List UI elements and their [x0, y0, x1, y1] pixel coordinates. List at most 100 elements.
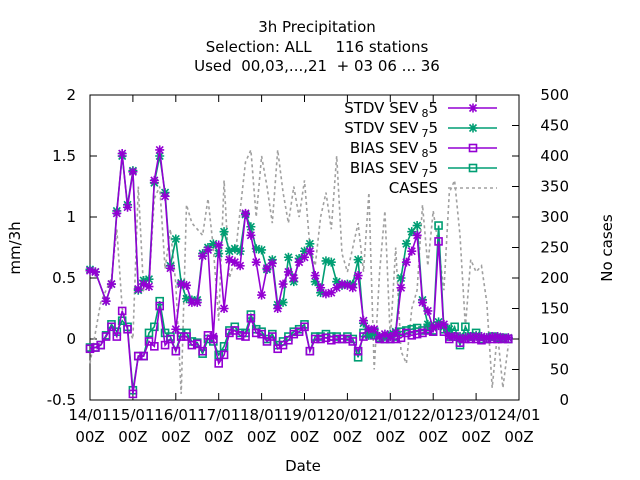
data-point: [337, 334, 347, 344]
data-point: [487, 332, 497, 342]
data-point: [444, 324, 454, 334]
data-point: [305, 346, 315, 356]
x-tick-label-date: 24/01: [497, 406, 540, 424]
legend-label: STDV SEV 85: [344, 99, 438, 120]
data-point: [267, 258, 277, 268]
data-point: [123, 202, 133, 212]
data-point: [155, 145, 165, 155]
data-point: [283, 252, 293, 262]
data-point: [101, 332, 111, 341]
x-tick-label-hour: 00Z: [333, 428, 362, 446]
x-axis-label: Date: [285, 457, 321, 475]
data-point: [133, 351, 143, 361]
data-point: [192, 339, 202, 349]
data-point: [155, 301, 165, 311]
data-point: [326, 288, 336, 298]
data-point: [396, 273, 406, 283]
x-tick-label-hour: 00Z: [419, 428, 448, 446]
data-point: [434, 321, 444, 331]
data-point: [251, 257, 261, 267]
data-point: [439, 319, 449, 329]
data-point: [471, 332, 481, 342]
data-point: [262, 337, 272, 346]
data-point: [187, 340, 197, 350]
data-point: [412, 329, 422, 339]
data-point: [219, 342, 229, 351]
data-point: [246, 230, 256, 240]
legend-text: STDV SEV: [344, 119, 419, 137]
data-point: [208, 239, 218, 249]
data-point: [160, 191, 170, 201]
data-point: [182, 332, 191, 341]
series-1: [85, 151, 513, 343]
legend-swatch-marker: [468, 123, 478, 133]
data-point: [455, 333, 465, 343]
data-point: [251, 244, 261, 254]
data-point: [348, 337, 358, 346]
data-point: [85, 266, 95, 276]
legend-label: CASES: [389, 179, 438, 197]
data-point: [128, 389, 138, 399]
data-point: [460, 333, 470, 343]
data-point: [428, 323, 438, 333]
data-point: [380, 329, 390, 339]
data-point: [482, 333, 492, 343]
data-point: [493, 332, 503, 342]
x-tick-label-hour: 00Z: [75, 428, 104, 446]
x-tick-label-hour: 00Z: [118, 428, 147, 446]
legend-label: BIAS SEV 85: [350, 139, 438, 160]
data-point: [241, 332, 250, 341]
data-point: [117, 306, 127, 316]
data-point: [128, 167, 138, 177]
data-point: [133, 284, 143, 294]
legend-subscript: 8: [421, 107, 428, 120]
title-line-1: 3h Precipitation: [258, 18, 376, 36]
data-point: [305, 246, 315, 256]
legend-swatch-marker: [468, 103, 478, 113]
data-point: [219, 227, 229, 237]
data-point: [198, 251, 208, 261]
x-tick-label-hour: 00Z: [290, 428, 319, 446]
data-point: [300, 322, 309, 332]
series-0: [85, 145, 513, 343]
x-tick-label-date: 18/01: [240, 406, 283, 424]
legend-subscript: 7: [421, 167, 428, 180]
data-point: [90, 267, 100, 277]
legend-text: BIAS SEV: [350, 159, 419, 177]
data-point: [208, 332, 218, 342]
data-point: [278, 340, 288, 350]
data-point: [364, 330, 374, 340]
data-point: [187, 297, 197, 307]
legend-suffix: 5: [428, 119, 438, 137]
data-point: [176, 332, 186, 341]
data-point: [139, 351, 148, 361]
data-point: [417, 297, 427, 307]
data-point: [101, 296, 111, 306]
data-point: [235, 246, 245, 256]
data-point: [112, 208, 122, 218]
data-point: [219, 304, 229, 313]
data-point: [321, 333, 331, 343]
data-point: [224, 246, 234, 256]
x-tick-label-date: 15/01: [111, 406, 154, 424]
data-point: [327, 335, 336, 345]
x-tick-label-date: 22/01: [412, 406, 455, 424]
y2-tick-label: 300: [540, 208, 569, 226]
legend-swatch-marker: [468, 143, 478, 153]
data-point: [300, 246, 309, 256]
data-point: [106, 279, 116, 289]
data-point: [246, 313, 256, 323]
x-tick-label-hour: 00Z: [247, 428, 276, 446]
data-point: [407, 227, 417, 237]
data-point: [246, 222, 256, 232]
data-point: [289, 329, 299, 339]
data-point: [214, 350, 223, 360]
y-tick-label: 1: [66, 208, 76, 226]
data-point: [224, 255, 234, 265]
data-point: [155, 296, 165, 306]
y-tick-label: 2: [66, 86, 76, 104]
data-point: [321, 256, 331, 266]
data-point: [423, 306, 433, 316]
y2-tick-label: 500: [540, 86, 569, 104]
